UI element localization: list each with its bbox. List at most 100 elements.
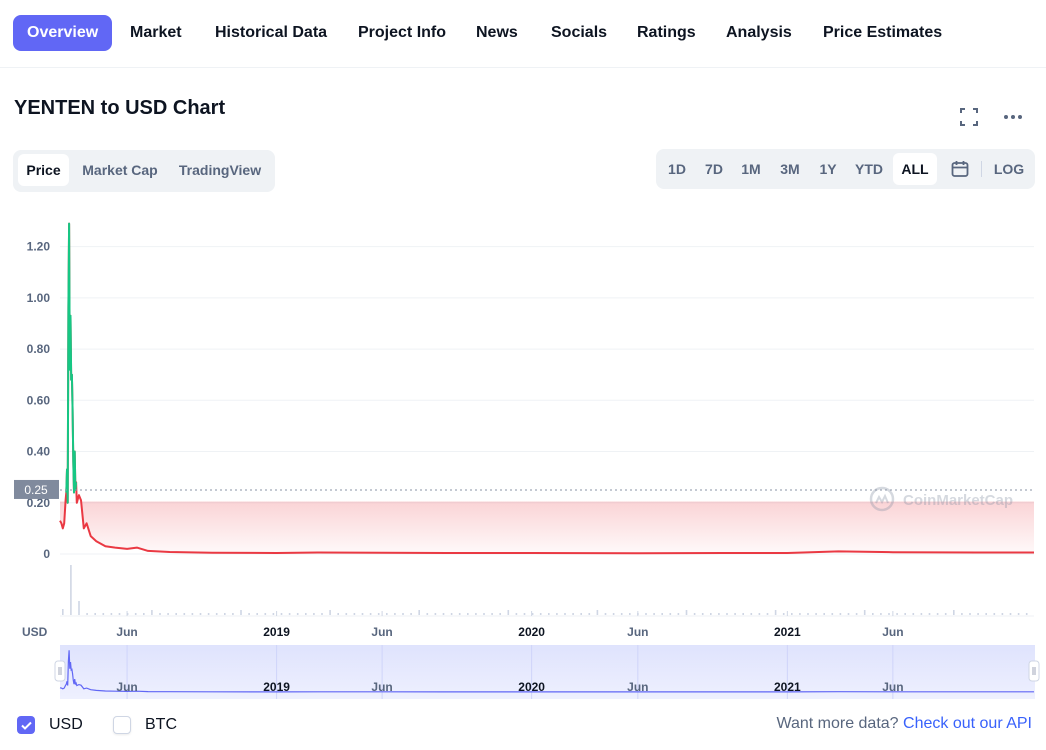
volume-bar	[677, 613, 680, 615]
volume-bar	[645, 613, 647, 615]
volume-bar	[280, 613, 283, 615]
tab-tradingview[interactable]: TradingView	[178, 162, 262, 178]
volume-bar	[831, 613, 834, 615]
y-tick-label: 1.00	[27, 291, 51, 305]
volume-bar	[305, 613, 307, 615]
current-price-label: 0.25	[14, 479, 59, 499]
btc-label: BTC	[145, 716, 177, 733]
tab-historical-data[interactable]: Historical Data	[215, 24, 328, 41]
volume-bar	[353, 613, 356, 615]
volume-bar	[272, 613, 275, 615]
tab-socials[interactable]: Socials	[551, 24, 608, 41]
currency-label: USD	[22, 625, 48, 639]
y-axis: 0 0.20 0.40 0.60 0.80 1.00 1.20	[27, 240, 51, 561]
more-horizontal-icon[interactable]	[999, 103, 1027, 131]
volume-bar	[126, 613, 129, 615]
legend-btc[interactable]: BTC	[113, 713, 177, 737]
volume-bar	[944, 613, 947, 615]
range-ytd[interactable]: YTD	[855, 161, 883, 177]
navigator-range[interactable]	[60, 645, 1035, 699]
volume-bar	[386, 613, 388, 615]
volume-bar	[880, 613, 882, 615]
legend-usd[interactable]: USD	[17, 713, 83, 737]
y-tick-label: 0.80	[27, 342, 51, 356]
btc-checkbox[interactable]	[113, 716, 131, 734]
tab-news[interactable]: News	[476, 24, 518, 41]
volume-bar	[215, 613, 218, 615]
volume-bar	[224, 613, 226, 615]
tab-market-cap[interactable]: Market Cap	[82, 162, 158, 178]
tab-project-info[interactable]: Project Info	[358, 24, 447, 41]
x-tick-label: 2020	[518, 625, 545, 639]
volume-bar	[936, 613, 939, 615]
navigator-handle-left[interactable]	[54, 660, 66, 682]
volume-bar	[766, 613, 769, 615]
range-1m[interactable]: 1M	[741, 161, 761, 177]
api-link[interactable]: Check out our API	[903, 715, 1032, 732]
volume-bar	[175, 613, 177, 615]
api-promo-text: Want more data?	[776, 715, 899, 732]
tab-overview[interactable]: Overview	[13, 15, 113, 51]
volume-bar	[232, 613, 234, 615]
volume-bar	[345, 613, 348, 615]
volume-bar	[726, 613, 728, 615]
navigator-handle-right[interactable]	[1028, 660, 1040, 682]
volume-bar	[556, 613, 558, 615]
volume-bar	[256, 613, 258, 615]
volume-bar	[159, 613, 161, 615]
top-nav: Overview Market Historical Data Project …	[0, 0, 1046, 68]
tab-market[interactable]: Market	[130, 24, 182, 41]
volume-bar	[475, 613, 477, 615]
volume-bar	[426, 613, 429, 615]
volume-bar	[102, 613, 105, 615]
x-tick-label: 2019	[263, 625, 290, 639]
volume-bar	[418, 610, 420, 615]
navigator-axis: Jun 2019 Jun 2020 Jun 2021 Jun	[116, 680, 903, 694]
volume-bar	[86, 613, 88, 615]
volume-bar	[434, 613, 437, 615]
volume-bar	[661, 613, 663, 615]
volume-bar	[855, 613, 858, 615]
chart-title: YENTEN to USD Chart	[14, 97, 226, 119]
range-all[interactable]: ALL	[893, 153, 937, 185]
fullscreen-icon[interactable]	[955, 103, 983, 131]
volume-bar	[912, 613, 915, 615]
volume-bar	[151, 610, 153, 615]
volume-bar	[977, 613, 979, 615]
volume-bar	[467, 613, 469, 615]
tab-ratings[interactable]: Ratings	[637, 24, 696, 41]
y-tick-label: 1.20	[27, 240, 51, 254]
volume-bar	[240, 610, 242, 615]
volume-bar	[94, 613, 96, 615]
volume-bar	[774, 610, 777, 615]
range-1d[interactable]: 1D	[668, 161, 686, 177]
volume-bar	[143, 613, 145, 615]
volume-bar	[167, 613, 169, 615]
tab-price[interactable]: Price	[18, 154, 69, 186]
volume-bar	[629, 613, 631, 615]
calendar-icon[interactable]	[946, 153, 974, 185]
price-area-fill	[60, 501, 1034, 554]
range-3m[interactable]: 3M	[780, 161, 800, 177]
volume-bar	[872, 613, 874, 615]
volume-bar	[669, 613, 672, 615]
price-chart[interactable]: 0 0.20 0.40 0.60 0.80 1.00 1.20 0.25 CoinMarke…	[0, 195, 1046, 700]
tab-price-estimates[interactable]: Price Estimates	[823, 24, 943, 41]
volume-bar	[791, 613, 793, 615]
volume-bar	[758, 613, 761, 615]
tab-analysis[interactable]: Analysis	[726, 24, 792, 41]
volume-bar	[564, 613, 566, 615]
volume-bar	[199, 613, 202, 615]
navigator-tick-label: Jun	[371, 680, 392, 694]
volume-bar	[750, 613, 753, 615]
range-7d[interactable]: 7D	[705, 161, 723, 177]
volume-bar	[985, 613, 987, 615]
volume-bar	[782, 613, 785, 615]
range-1y[interactable]: 1Y	[819, 161, 837, 177]
volume-bar	[863, 610, 866, 615]
volume-bar	[653, 613, 655, 615]
volume-bar	[78, 601, 80, 615]
x-axis: Jun 2019 Jun 2020 Jun 2021 Jun	[116, 611, 904, 639]
log-scale-toggle[interactable]: LOG	[993, 161, 1025, 177]
usd-checkbox[interactable]	[17, 716, 35, 734]
